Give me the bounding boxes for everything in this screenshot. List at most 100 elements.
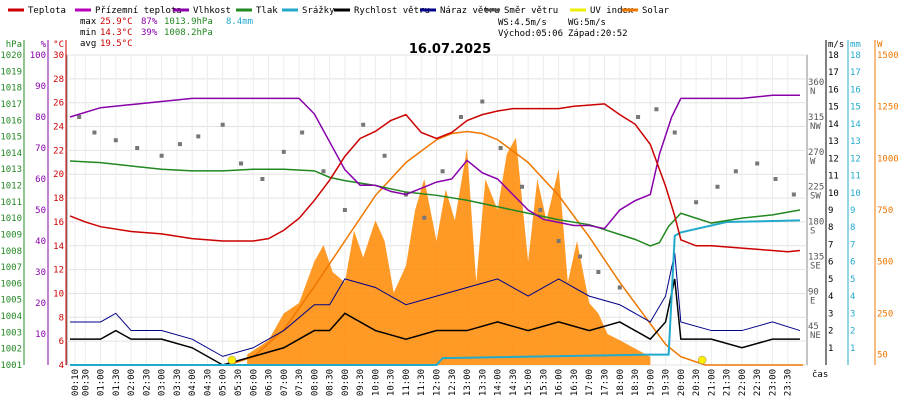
wind-direction-point <box>480 99 485 104</box>
wind-direction-point <box>458 115 463 119</box>
left-tick-label: 70 <box>35 144 46 154</box>
legend-label-hum: Vlhkost <box>193 6 231 16</box>
x-tick-label: 12:30 <box>448 369 458 396</box>
left-tick-label: 12 <box>53 266 64 276</box>
series-layer <box>69 94 801 366</box>
direction-label: SE <box>810 261 821 271</box>
pressure-line <box>69 160 801 247</box>
wind-direction-point <box>361 122 366 127</box>
x-tick-label: 05:30 <box>234 369 244 396</box>
left-tick-label: 1009 <box>0 230 22 240</box>
left-tick-label: 1001 <box>0 361 22 371</box>
x-tick-label: 15:30 <box>539 369 549 396</box>
left-tick-label: 1008 <box>0 247 22 257</box>
wind-direction-point <box>520 184 525 189</box>
left-tick-label: 30 <box>53 51 64 61</box>
left-tick-label: 1019 <box>0 67 22 77</box>
x-tick-label: 09:30 <box>356 369 366 396</box>
left-tick-label: 1018 <box>0 84 22 94</box>
wind-direction-point <box>755 161 760 166</box>
wind-info: WS:4.5m/s WG:5m/s Východ:05:06 Západ:20:… <box>498 18 628 39</box>
sunset: Západ:20:52 <box>568 29 628 39</box>
direction-label: N <box>810 87 815 97</box>
direction-label: S <box>810 227 815 237</box>
x-tick-label: 16:30 <box>570 369 580 396</box>
left-axis-unit: hPa <box>6 40 22 50</box>
stat-avg-label: avg <box>80 39 96 49</box>
wind-direction-point <box>694 200 699 205</box>
stat-avg-temp: 19.5°C <box>100 39 133 49</box>
right-tick-label: 5 <box>828 275 833 285</box>
legend-label-temp: Teplota <box>28 6 66 16</box>
wind-direction-point <box>596 270 601 274</box>
wind-direction-point <box>538 208 543 212</box>
right-tick-label: 16 <box>850 85 861 95</box>
right-tick-label: 3 <box>828 309 833 319</box>
legend-label-press: Tlak <box>256 6 278 16</box>
direction-label: NW <box>810 122 821 132</box>
x-tick-label: 13:30 <box>478 369 488 396</box>
wind-direction-point <box>556 239 561 243</box>
left-tick-label: 1011 <box>0 198 22 208</box>
right-axis-unit: mm <box>850 40 861 50</box>
right-tick-label: 7 <box>850 240 855 250</box>
right-tick-label: 13 <box>828 137 839 147</box>
right-tick-label: 6 <box>828 258 833 268</box>
legend-label-rain: Srážky <box>302 6 335 16</box>
axes-layer: 00:10 00:30 01:00 01:30 02:00 02:30 03:00 03:30… <box>0 40 899 396</box>
x-tick-label: 18:00 <box>616 369 626 396</box>
left-tick-label: 80 <box>35 113 46 123</box>
left-tick-label: 60 <box>35 175 46 185</box>
left-tick-label: 1015 <box>0 133 22 143</box>
wind-gust-line <box>70 252 801 357</box>
x-tick-label: 04:00 <box>188 369 198 396</box>
rain-line <box>70 219 800 366</box>
x-tick-label: 01:00 <box>97 369 107 396</box>
x-axis-label: čas <box>812 369 828 380</box>
right-tick-label: 2 <box>828 327 833 337</box>
x-tick-label: 19:30 <box>662 369 672 396</box>
legend-label-uv: UV index <box>590 6 634 16</box>
uv-marker <box>697 355 707 365</box>
x-tick-label: 06:30 <box>265 369 275 396</box>
x-tick-label: 03:00 <box>158 369 168 396</box>
x-tick-label: 17:30 <box>600 369 610 396</box>
legend-label-wind: Rychlost větru <box>354 6 430 16</box>
right-tick-label: 10 <box>850 189 861 199</box>
x-tick-label: 10:30 <box>387 369 397 396</box>
right-tick-label: 17 <box>828 68 839 78</box>
x-tick-label: 07:00 <box>280 369 290 396</box>
wind-direction-point <box>672 130 677 135</box>
right-axis-unit: W <box>877 40 883 50</box>
wind-direction-point <box>773 177 778 181</box>
right-tick-label: 250 <box>877 309 893 319</box>
x-tick-label: 06:00 <box>249 369 259 396</box>
left-tick-label: 1004 <box>0 312 22 322</box>
left-tick-label: 26 <box>53 99 64 109</box>
left-tick-label: 30 <box>35 268 46 278</box>
right-tick-label: 1250 <box>877 103 899 113</box>
stat-min-label: min <box>80 28 96 38</box>
right-tick-label: 750 <box>877 206 893 216</box>
stat-min-temp: 14.3°C <box>100 28 133 38</box>
left-tick-label: 24 <box>53 123 64 133</box>
right-tick-label: 18 <box>850 51 861 61</box>
right-tick-label: 1500 <box>877 51 899 61</box>
right-tick-label: 1 <box>828 344 833 354</box>
left-tick-label: 1012 <box>0 182 22 192</box>
right-tick-label: 18 <box>828 51 839 61</box>
right-tick-label: 13 <box>850 137 861 147</box>
left-tick-label: 8 <box>59 313 64 323</box>
x-tick-label: 00:30 <box>81 369 91 396</box>
x-tick-label: 20:30 <box>692 369 702 396</box>
wind-direction-point <box>321 169 326 174</box>
wind-direction-point <box>92 130 97 135</box>
left-tick-label: 40 <box>35 237 46 247</box>
left-tick-label: 6 <box>59 337 64 347</box>
left-tick-label: 100 <box>30 51 46 61</box>
wind-direction-point <box>260 177 265 181</box>
left-tick-label: 28 <box>53 75 64 85</box>
humidity-line <box>69 94 800 230</box>
right-tick-label: 9 <box>850 206 855 216</box>
